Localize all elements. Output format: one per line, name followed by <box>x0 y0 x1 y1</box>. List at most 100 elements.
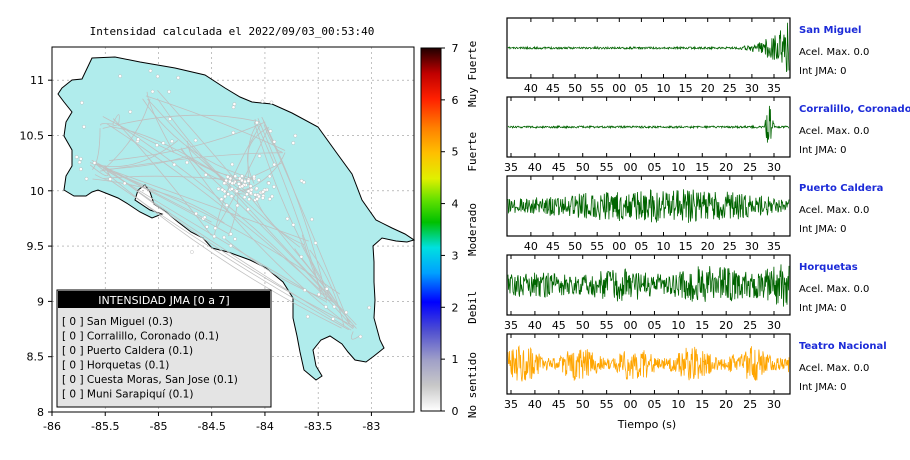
map-ytick-label: 9.5 <box>27 240 45 253</box>
station-name: San Miguel <box>799 25 861 36</box>
map-road <box>146 91 175 153</box>
map-station-dot <box>291 223 296 227</box>
seismogram-xtick-label: 05 <box>634 240 648 253</box>
seismogram-xtick-label: 30 <box>767 161 781 174</box>
map-station-dot <box>344 310 348 315</box>
seismogram-xtick-label: 40 <box>524 82 538 95</box>
map-station-dot <box>247 197 251 202</box>
seismogram-xtick-label: 00 <box>624 319 638 332</box>
map-station-dot <box>324 305 328 309</box>
map-xtick-label: -83.5 <box>304 420 332 433</box>
station-name: Teatro Nacional <box>799 341 887 352</box>
map-ytick-label: 9 <box>37 295 44 308</box>
seismogram-xtick-label: 45 <box>552 398 566 411</box>
map-road <box>92 161 342 329</box>
legend-box <box>56 289 272 408</box>
seismogram-xtick-label: 45 <box>552 161 566 174</box>
map-road <box>350 331 360 340</box>
map-station-dot <box>167 89 171 94</box>
map-station-dot <box>176 75 180 80</box>
map-station-dot <box>148 68 153 73</box>
colorbar-tick-label: 6 <box>452 94 459 107</box>
map-station-dot <box>243 179 247 184</box>
map-station-dot <box>92 161 97 165</box>
seismogram-xtick-label: 50 <box>568 82 582 95</box>
seismogram-xtick-label: 25 <box>723 240 737 253</box>
map-station-dot <box>223 194 227 199</box>
seismogram-xtick-label: 30 <box>745 82 759 95</box>
map-station-dot <box>80 100 84 105</box>
map-road <box>106 156 187 170</box>
map-station-dot <box>303 288 307 292</box>
seismogram-xtick-label: 55 <box>600 161 614 174</box>
map-ytick-label: 11 <box>30 74 44 87</box>
map-station-dot <box>310 217 314 222</box>
map-ytick-label: 10 <box>30 185 44 198</box>
map-road <box>262 120 350 324</box>
map-station-dot <box>317 292 321 297</box>
seismogram-xtick-label: 20 <box>719 398 733 411</box>
seismogram-xtick-label: 15 <box>679 240 693 253</box>
map-station-dot <box>230 181 235 186</box>
seismogram-xtick-label: 35 <box>504 161 518 174</box>
map-station-dot <box>79 157 83 161</box>
map-station-dot <box>268 129 273 133</box>
map-xtick-label: -83 <box>362 420 380 433</box>
seismogram-2: 40 45 50 55 00 05 10 15 20 25 30 35 Puerto Caldera Ac… <box>506 175 883 253</box>
seismogram-trace <box>507 105 789 143</box>
map-frame <box>51 46 415 413</box>
seismogram-trace <box>507 345 790 382</box>
map-station-dot <box>226 192 230 196</box>
map-road <box>253 121 351 323</box>
map-station-dot <box>260 99 265 104</box>
seismogram-xtick-label: 10 <box>671 398 685 411</box>
time-axis-label: Tiempo (s) <box>617 418 676 431</box>
map-station-dot <box>240 178 244 183</box>
map-station-dot <box>255 197 259 201</box>
map-station-dot <box>291 141 296 145</box>
map-road <box>102 168 341 295</box>
station-name: Horquetas <box>799 262 858 273</box>
map-station-dot <box>246 189 251 193</box>
seismogram-xtick-label: 00 <box>624 398 638 411</box>
map-station-dot <box>268 197 272 201</box>
map-station-dot <box>202 215 207 220</box>
colorbar-categories: No sentido Debil Moderado Fuerte Muy Fuerte <box>466 41 479 418</box>
map-station-dot <box>230 162 234 167</box>
map-road <box>187 155 357 329</box>
legend-entry: [ 0 ] Muni Sarapiquí (0.1) <box>62 389 193 401</box>
map-station-dot <box>306 314 310 319</box>
map-road <box>92 128 101 171</box>
seismogram-panels: 40 45 50 55 00 05 10 15 20 25 30 35 San Miguel Acel. … <box>504 17 910 411</box>
seismogram-xtick-label: 10 <box>671 161 685 174</box>
map-road <box>92 178 225 224</box>
seismogram-xtick-label: 05 <box>634 82 648 95</box>
map-station-dot <box>230 187 234 191</box>
legend-entry: [ 0 ] Corralillo, Coronado (0.1) <box>62 331 219 343</box>
seismogram-xtick-label: 05 <box>647 319 661 332</box>
map-station-dot <box>216 187 221 191</box>
seismogram-xtick-label: 05 <box>647 161 661 174</box>
map-title: Intensidad calculada el 2022/09/03_00:53… <box>90 25 375 38</box>
map-station-dot <box>234 189 239 194</box>
map-road <box>93 161 230 235</box>
map-road <box>180 147 354 329</box>
seismogram-xtick-label: 50 <box>576 398 590 411</box>
station-int-jma: Int JMA: 0 <box>799 382 847 393</box>
seismogram-xtick-label: 35 <box>767 82 781 95</box>
map-station-dot <box>272 162 277 167</box>
map-station-dot <box>233 174 238 178</box>
map-road <box>301 234 328 301</box>
map-station-dot <box>122 181 127 186</box>
seismogram-xtick-label: 40 <box>528 161 542 174</box>
map-station-dot <box>261 190 265 194</box>
map-road <box>100 123 115 126</box>
map-y-axis: 8 8.5 9 9.5 10 10.5 11 <box>20 74 52 419</box>
seismogram-1: 35 40 45 50 55 00 05 10 15 20 25 30 Corralillo, Coro… <box>504 96 910 174</box>
map-station-dot <box>194 211 198 216</box>
map-station-dot <box>168 117 172 121</box>
map-ytick-label: 8 <box>37 406 44 419</box>
map-station-dot <box>128 110 133 114</box>
map-road <box>109 121 266 161</box>
seismogram-xtick-label: 00 <box>624 161 638 174</box>
